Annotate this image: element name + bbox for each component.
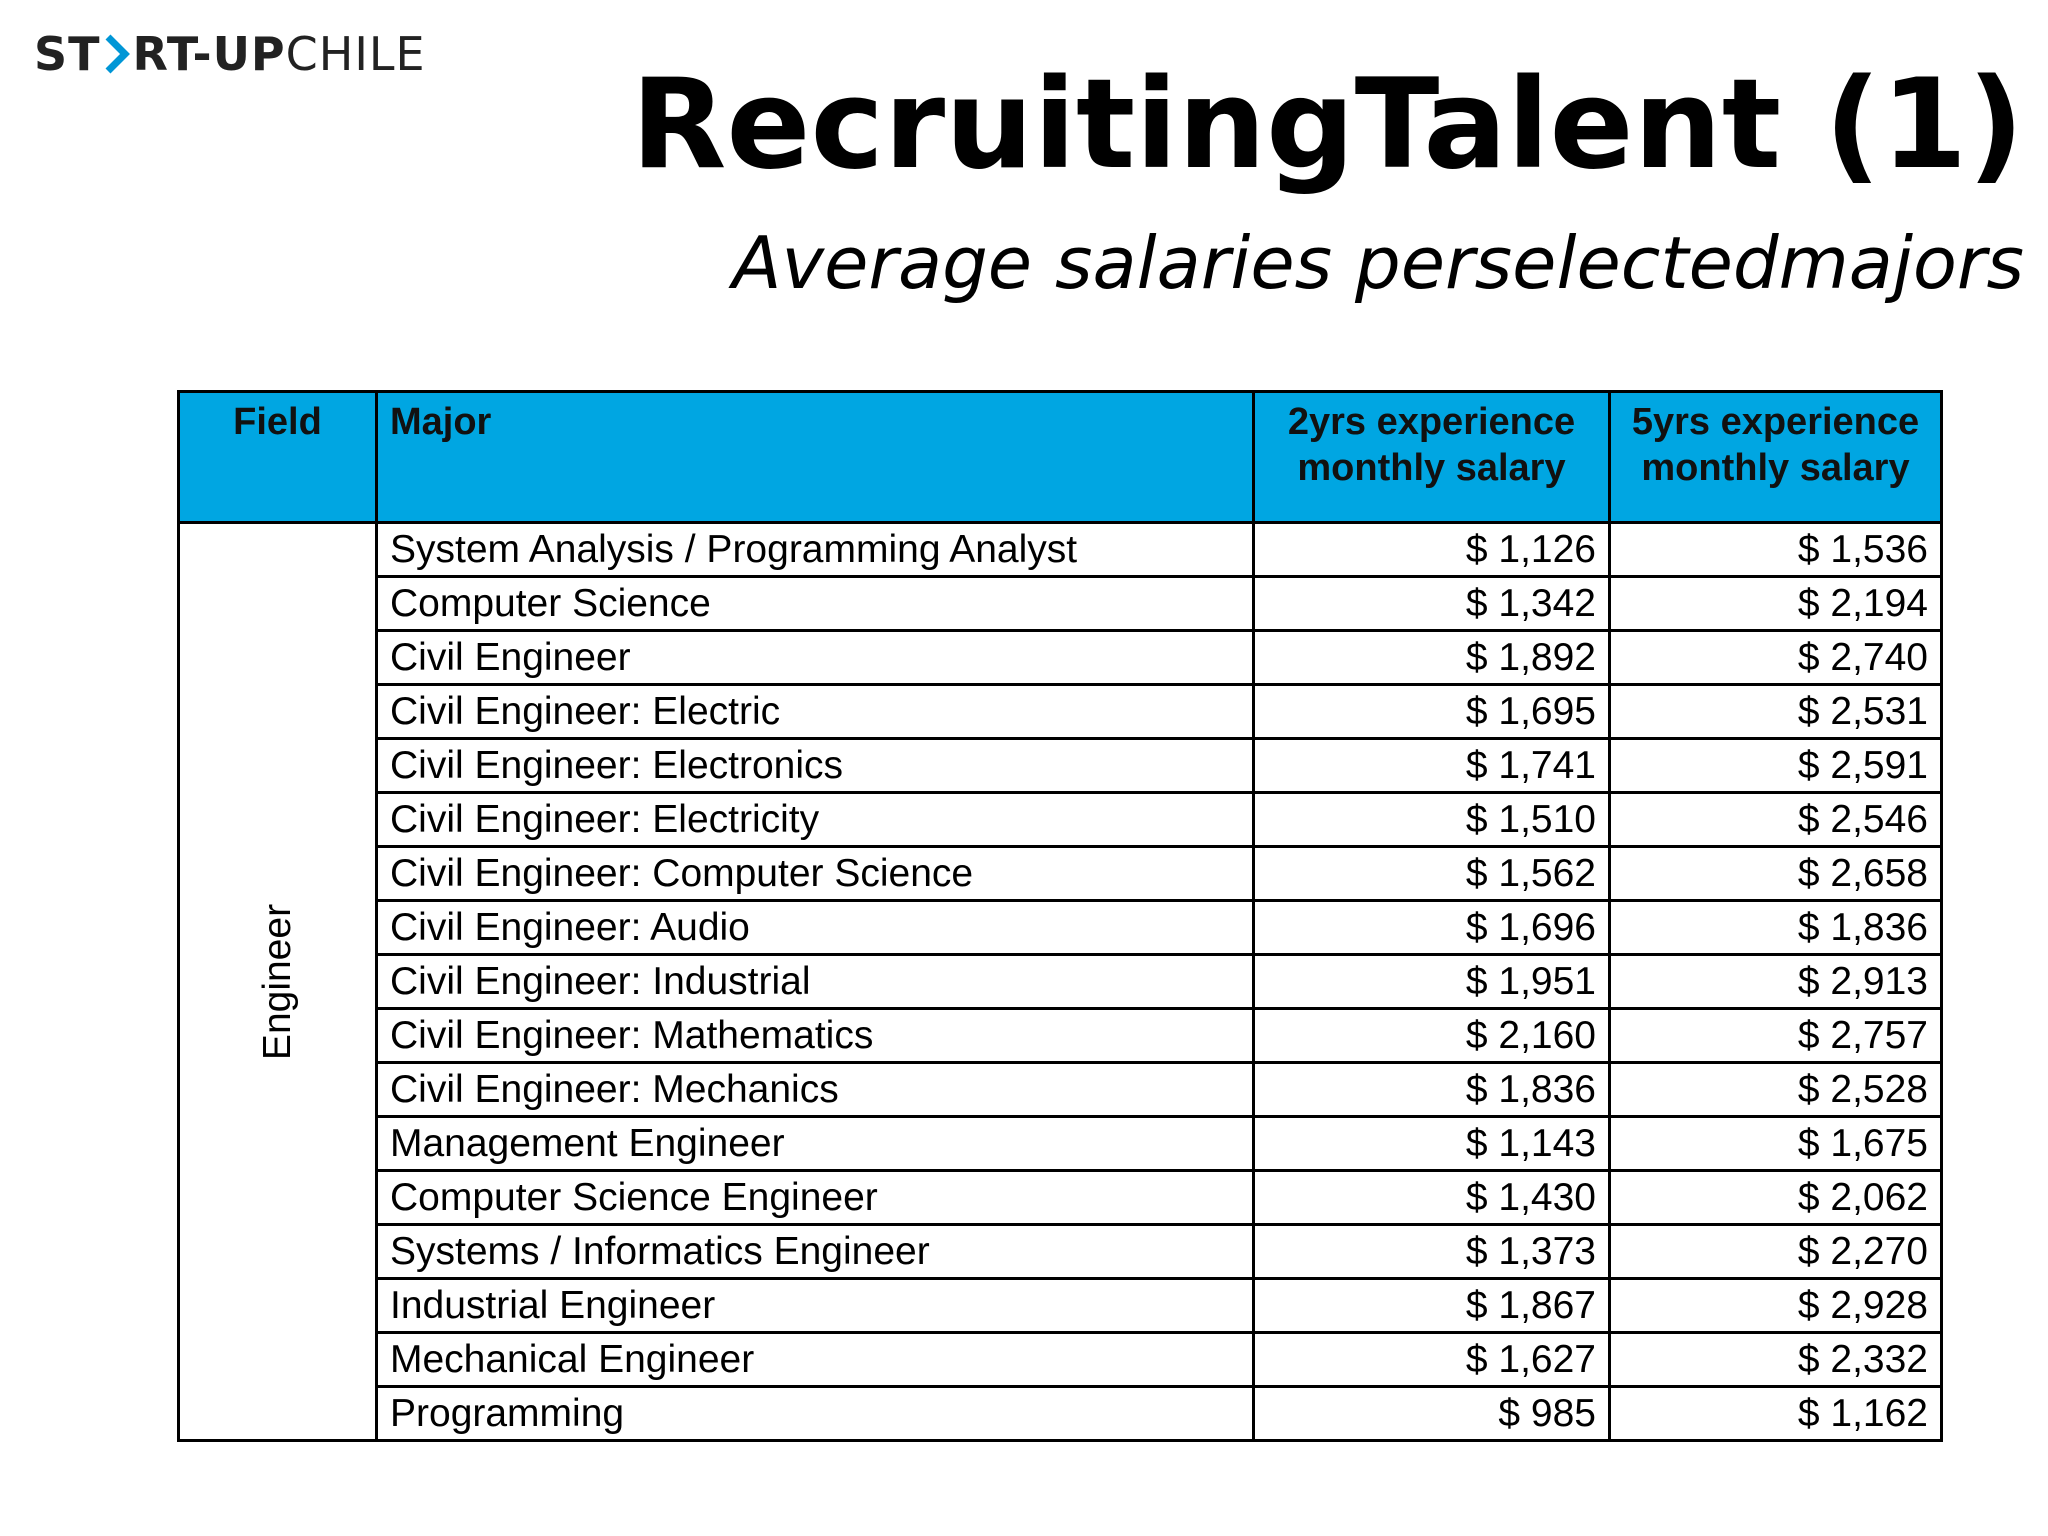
salary-five-years-cell: $ 1,162: [1608, 1385, 1943, 1442]
salary-two-years-cell: $ 1,695: [1252, 683, 1611, 740]
salary-two-years-cell: $ 1,892: [1252, 629, 1611, 686]
salary-five-years-cell: $ 2,332: [1608, 1331, 1943, 1388]
table-row: Civil Engineer: Mechanics $ 1,836 $ 2,528: [179, 1061, 1943, 1118]
table-row: Industrial Engineer $ 1,867 $ 2,928: [179, 1277, 1943, 1334]
major-cell: Civil Engineer: Mechanics: [375, 1061, 1255, 1118]
page-title: RecruitingTalent (1): [630, 53, 2024, 197]
salary-two-years-cell: $ 1,627: [1252, 1331, 1611, 1388]
table-row: Mechanical Engineer $ 1,627 $ 2,332: [179, 1331, 1943, 1388]
salary-five-years-cell: $ 2,913: [1608, 953, 1943, 1010]
table-row: Engineer System Analysis / Programming An…: [177, 521, 1943, 1442]
table-row: Civil Engineer: Audio $ 1,696 $ 1,836: [179, 899, 1943, 956]
table-header-row: Field Major 2yrs experience monthly sala…: [177, 390, 1943, 524]
field-cell: Engineer: [177, 521, 378, 1442]
header-five-years: 5yrs experience monthly salary: [1608, 390, 1943, 524]
table-row: Programming $ 985 $ 1,162: [179, 1385, 1943, 1442]
salary-five-years-cell: $ 1,836: [1608, 899, 1943, 956]
table-row: Civil Engineer: Computer Science $ 1,562 $…: [179, 845, 1943, 902]
major-cell: Civil Engineer: Computer Science: [375, 845, 1255, 902]
page-subtitle: Average salaries perselectedmajors: [732, 221, 2024, 305]
salary-five-years-cell: $ 2,270: [1608, 1223, 1943, 1280]
table-row: Civil Engineer: Mathematics $ 2,160 $ 2,75…: [179, 1007, 1943, 1064]
salary-five-years-cell: $ 2,757: [1608, 1007, 1943, 1064]
major-cell: Computer Science: [375, 575, 1255, 632]
salary-five-years-cell: $ 2,591: [1608, 737, 1943, 794]
salary-five-years-cell: $ 2,062: [1608, 1169, 1943, 1226]
major-cell: Civil Engineer: Audio: [375, 899, 1255, 956]
table-row: Civil Engineer: Electronics $ 1,741 $ 2,59…: [179, 737, 1943, 794]
major-cell: Civil Engineer: [375, 629, 1255, 686]
table-row: Civil Engineer $ 1,892 $ 2,740: [179, 629, 1943, 686]
salary-two-years-cell: $ 1,143: [1252, 1115, 1611, 1172]
table-row: Civil Engineer: Electric $ 1,695 $ 2,531: [179, 683, 1943, 740]
table-row: Civil Engineer: Electricity $ 1,510 $ 2,54…: [179, 791, 1943, 848]
salary-two-years-cell: $ 1,741: [1252, 737, 1611, 794]
table-row: Civil Engineer: Industrial $ 1,951 $ 2,913: [179, 953, 1943, 1010]
salary-two-years-cell: $ 1,430: [1252, 1169, 1611, 1226]
salary-two-years-cell: $ 1,562: [1252, 845, 1611, 902]
salary-two-years-cell: $ 1,510: [1252, 791, 1611, 848]
salary-two-years-cell: $ 1,836: [1252, 1061, 1611, 1118]
table-body: Engineer System Analysis / Programming An…: [177, 521, 1943, 1442]
table-row: Systems / Informatics Engineer $ 1,373 $ 2…: [179, 1223, 1943, 1280]
salary-five-years-cell: $ 1,536: [1608, 521, 1943, 578]
header-major: Major: [375, 390, 1255, 524]
salary-two-years-cell: $ 985: [1252, 1385, 1611, 1442]
major-cell: Civil Engineer: Industrial: [375, 953, 1255, 1010]
chevron-right-icon: [105, 34, 130, 74]
major-cell: Industrial Engineer: [375, 1277, 1255, 1334]
header-two-years: 2yrs experience monthly salary: [1252, 390, 1611, 524]
salary-five-years-cell: $ 2,528: [1608, 1061, 1943, 1118]
salary-five-years-cell: $ 2,194: [1608, 575, 1943, 632]
major-cell: Mechanical Engineer: [375, 1331, 1255, 1388]
salary-two-years-cell: $ 1,126: [1252, 521, 1611, 578]
table-row: Computer Science Engineer $ 1,430 $ 2,062: [179, 1169, 1943, 1226]
salary-five-years-cell: $ 2,928: [1608, 1277, 1943, 1334]
logo-text-rt-up: RT-UP: [132, 27, 286, 81]
field-label: Engineer: [255, 903, 299, 1060]
salary-two-years-cell: $ 1,696: [1252, 899, 1611, 956]
major-cell: Civil Engineer: Electric: [375, 683, 1255, 740]
table-row: Management Engineer $ 1,143 $ 1,675: [179, 1115, 1943, 1172]
major-cell: Systems / Informatics Engineer: [375, 1223, 1255, 1280]
major-cell: Civil Engineer: Electronics: [375, 737, 1255, 794]
salary-five-years-cell: $ 2,658: [1608, 845, 1943, 902]
salary-five-years-cell: $ 1,675: [1608, 1115, 1943, 1172]
major-cell: Programming: [375, 1385, 1255, 1442]
salary-two-years-cell: $ 1,867: [1252, 1277, 1611, 1334]
salary-table: Field Major 2yrs experience monthly sala…: [177, 390, 1943, 1442]
major-cell: Civil Engineer: Mathematics: [375, 1007, 1255, 1064]
salary-five-years-cell: $ 2,546: [1608, 791, 1943, 848]
major-cell: Computer Science Engineer: [375, 1169, 1255, 1226]
salary-two-years-cell: $ 1,373: [1252, 1223, 1611, 1280]
salary-five-years-cell: $ 2,740: [1608, 629, 1943, 686]
startup-chile-logo: ST RT-UP CHILE: [34, 26, 426, 82]
salary-five-years-cell: $ 2,531: [1608, 683, 1943, 740]
salary-two-years-cell: $ 1,951: [1252, 953, 1611, 1010]
salary-two-years-cell: $ 1,342: [1252, 575, 1611, 632]
major-cell: Management Engineer: [375, 1115, 1255, 1172]
salary-two-years-cell: $ 2,160: [1252, 1007, 1611, 1064]
header-field: Field: [177, 390, 378, 524]
logo-text-chile: CHILE: [285, 27, 426, 81]
major-cell: System Analysis / Programming Analyst: [375, 521, 1255, 578]
logo-text-st: ST: [34, 27, 101, 81]
major-cell: Civil Engineer: Electricity: [375, 791, 1255, 848]
table-row: Computer Science $ 1,342 $ 2,194: [179, 575, 1943, 632]
